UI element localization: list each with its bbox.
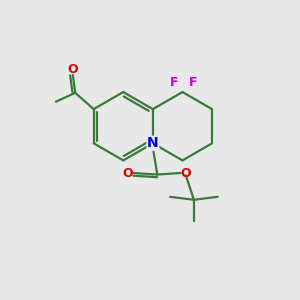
Text: F: F xyxy=(170,76,178,89)
Text: N: N xyxy=(147,136,159,150)
Text: O: O xyxy=(123,167,134,179)
Text: F: F xyxy=(189,76,197,89)
Text: O: O xyxy=(68,63,78,76)
Text: O: O xyxy=(181,167,191,179)
